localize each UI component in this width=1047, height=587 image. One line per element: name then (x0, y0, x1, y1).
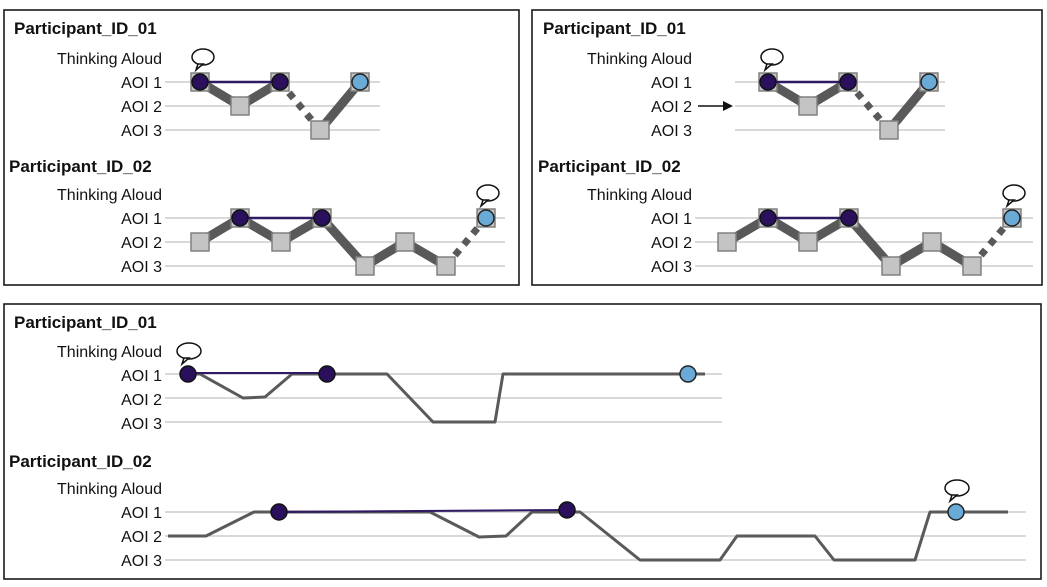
label-aoi-1: AOI 1 (121, 211, 162, 228)
gaze-path-gap (969, 215, 1015, 269)
aoi-fixation-box (881, 256, 901, 276)
thinking-aloud-fixation (558, 501, 576, 519)
gaze-path (188, 372, 705, 424)
label-aoi-1: AOI 1 (651, 75, 692, 92)
thinking-aloud-fixation (270, 503, 288, 521)
thinking-aloud-fixation (191, 73, 209, 91)
label-aoi-1: AOI 1 (121, 368, 162, 385)
label-aoi-1: AOI 1 (651, 211, 692, 228)
arrow-right-icon (698, 101, 733, 111)
aoi-fixation-box (962, 256, 982, 276)
thinking-aloud-fixation (179, 365, 197, 383)
panel-top-right: Participant_ID_01 Thinking Aloud AOI 1 A… (531, 9, 1043, 286)
label-thinking-aloud: Thinking Aloud (587, 51, 692, 68)
thinking-aloud-fixation (839, 73, 857, 91)
aoi-fixation-box (798, 96, 818, 116)
label-aoi-2: AOI 2 (121, 529, 162, 546)
participant-id: Participant_ID_01 (14, 313, 157, 332)
aoi-fixation-box (717, 232, 737, 252)
label-aoi-2: AOI 2 (121, 392, 162, 409)
label-thinking-aloud: Thinking Aloud (57, 481, 162, 498)
speech-bubble-icon (476, 184, 500, 209)
aoi-fixation-box (395, 232, 415, 252)
label-thinking-aloud: Thinking Aloud (587, 187, 692, 204)
thinking-aloud-fixation (759, 209, 777, 227)
panel-bottom: Participant_ID_01 Thinking Aloud AOI 1 A… (3, 303, 1042, 580)
panel-top-left: Participant_ID_01 Thinking Aloud AOI 1 A… (3, 9, 520, 286)
label-aoi-2: AOI 2 (121, 99, 162, 116)
gaze-path-gap (443, 215, 489, 269)
thinking-aloud-fixation-end (1003, 209, 1021, 227)
label-aoi-2: AOI 2 (651, 99, 692, 116)
participant-row-02: Participant_ID_02 Thinking Aloud AOI 1 A… (538, 157, 1033, 276)
aoi-fixation-box (310, 120, 330, 140)
thinking-aloud-fixation (271, 73, 289, 91)
thinking-aloud-span (278, 509, 568, 513)
participant-row-01: Participant_ID_01 Thinking Aloud AOI 1 A… (14, 313, 722, 433)
thinking-aloud-fixation-end (920, 73, 938, 91)
aoi-fixation-box (271, 232, 291, 252)
label-thinking-aloud: Thinking Aloud (57, 187, 162, 204)
label-aoi-2: AOI 2 (651, 235, 692, 252)
participant-id: Participant_ID_02 (9, 452, 152, 471)
panel-frame (3, 9, 520, 286)
gaze-path-gap (845, 79, 892, 133)
speech-bubble-icon (1002, 184, 1026, 209)
participant-row-02: Participant_ID_02 Thinking Aloud AOI 1 A… (9, 157, 505, 276)
gaze-path-gap (277, 79, 323, 133)
label-aoi-3: AOI 3 (121, 259, 162, 276)
label-thinking-aloud: Thinking Aloud (57, 51, 162, 68)
label-aoi-1: AOI 1 (121, 505, 162, 522)
label-aoi-3: AOI 3 (121, 123, 162, 140)
label-aoi-3: AOI 3 (121, 553, 162, 570)
speech-bubble-icon (944, 479, 970, 504)
speech-bubble-icon (191, 48, 215, 73)
label-aoi-2: AOI 2 (121, 235, 162, 252)
aoi-fixation-box (355, 256, 375, 276)
thinking-aloud-fixation-end (351, 73, 369, 91)
speech-bubble-icon (760, 48, 784, 73)
aoi-fixation-box (190, 232, 210, 252)
label-aoi-3: AOI 3 (651, 123, 692, 140)
aoi-fixation-box (436, 256, 456, 276)
participant-row-01: Participant_ID_01 Thinking Aloud AOI 1 A… (543, 19, 945, 140)
aoi-fixation-box (230, 96, 250, 116)
participant-id: Participant_ID_01 (14, 19, 157, 38)
label-aoi-3: AOI 3 (121, 416, 162, 433)
thinking-aloud-fixation (318, 365, 336, 383)
label-thinking-aloud: Thinking Aloud (57, 344, 162, 361)
participant-id: Participant_ID_02 (538, 157, 681, 176)
panel-frame (531, 9, 1043, 286)
label-aoi-3: AOI 3 (651, 259, 692, 276)
thinking-aloud-fixation-end (947, 503, 965, 521)
participant-id: Participant_ID_01 (543, 19, 686, 38)
thinking-aloud-fixation-end (477, 209, 495, 227)
thinking-aloud-fixation (840, 209, 858, 227)
label-aoi-1: AOI 1 (121, 75, 162, 92)
thinking-aloud-fixation (759, 73, 777, 91)
thinking-aloud-fixation-end (679, 365, 697, 383)
aoi-fixation-box (879, 120, 899, 140)
aoi-fixation-box (798, 232, 818, 252)
speech-bubble-icon (176, 342, 202, 367)
participant-row-01: Participant_ID_01 Thinking Aloud AOI 1 A… (14, 19, 380, 140)
participant-id: Participant_ID_02 (9, 157, 152, 176)
aoi-fixation-box (922, 232, 942, 252)
thinking-aloud-fixation (313, 209, 331, 227)
thinking-aloud-fixation (231, 209, 249, 227)
participant-row-02: Participant_ID_02 Thinking Aloud AOI 1 A… (9, 452, 1026, 570)
